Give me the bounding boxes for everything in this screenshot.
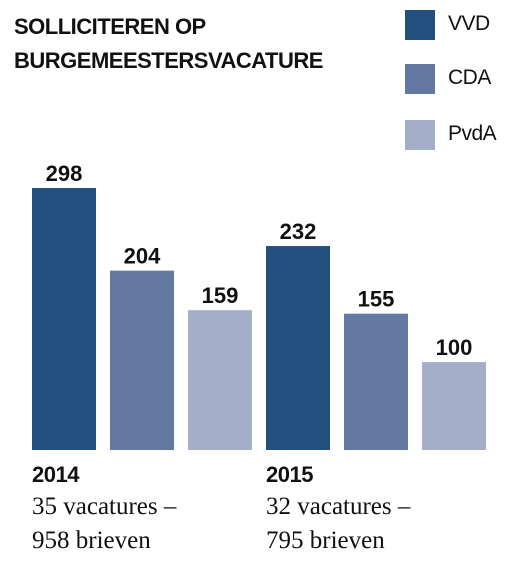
bar-cda-2014 (110, 270, 174, 450)
group-note-2015-line-2: 795 brieven (266, 527, 385, 554)
legend-swatch-pvda (405, 120, 435, 150)
value-label-pvda-2014: 159 (202, 283, 239, 308)
bar-pvda-2015 (422, 362, 486, 450)
legend-item-vvd: VVD (405, 10, 515, 40)
chart-title-line-1: SOLLICITEREN OP (14, 14, 206, 39)
bar-vvd-2014 (32, 188, 96, 450)
group-year-2014: 2014 (32, 462, 79, 487)
legend-label-vvd: VVD (448, 12, 490, 35)
value-label-vvd-2015: 232 (280, 219, 317, 244)
legend-label-cda: CDA (448, 66, 491, 89)
legend-swatch-cda (405, 64, 435, 94)
legend-item-cda: CDA (405, 64, 515, 94)
group-caption-2015: 2015 32 vacatures – 795 brieven (266, 460, 410, 558)
value-label-cda-2015: 155 (358, 287, 395, 312)
legend-item-pvda: PvdA (405, 120, 515, 150)
group-note-2014-line-1: 35 vacatures – (32, 493, 177, 520)
bar-cda-2015 (344, 313, 408, 450)
value-label-cda-2014: 204 (124, 244, 161, 269)
value-label-vvd-2014: 298 (46, 161, 83, 186)
legend-swatch-vvd (405, 10, 435, 40)
group-year-2015: 2015 (266, 462, 313, 487)
group-caption-2014: 2014 35 vacatures – 958 brieven (32, 460, 176, 558)
group-note-2015-line-1: 32 vacatures – (266, 493, 411, 520)
chart-title-line-2: BURGEMEESTERSVACATURE (14, 48, 323, 73)
value-label-pvda-2015: 100 (436, 335, 473, 360)
bar-vvd-2015 (266, 246, 330, 450)
legend-label-pvda: PvdA (448, 122, 497, 145)
group-note-2014-line-2: 958 brieven (32, 527, 151, 554)
bar-pvda-2014 (188, 310, 252, 450)
chart-title: SOLLICITEREN OP BURGEMEESTERSVACATURE (14, 10, 323, 78)
